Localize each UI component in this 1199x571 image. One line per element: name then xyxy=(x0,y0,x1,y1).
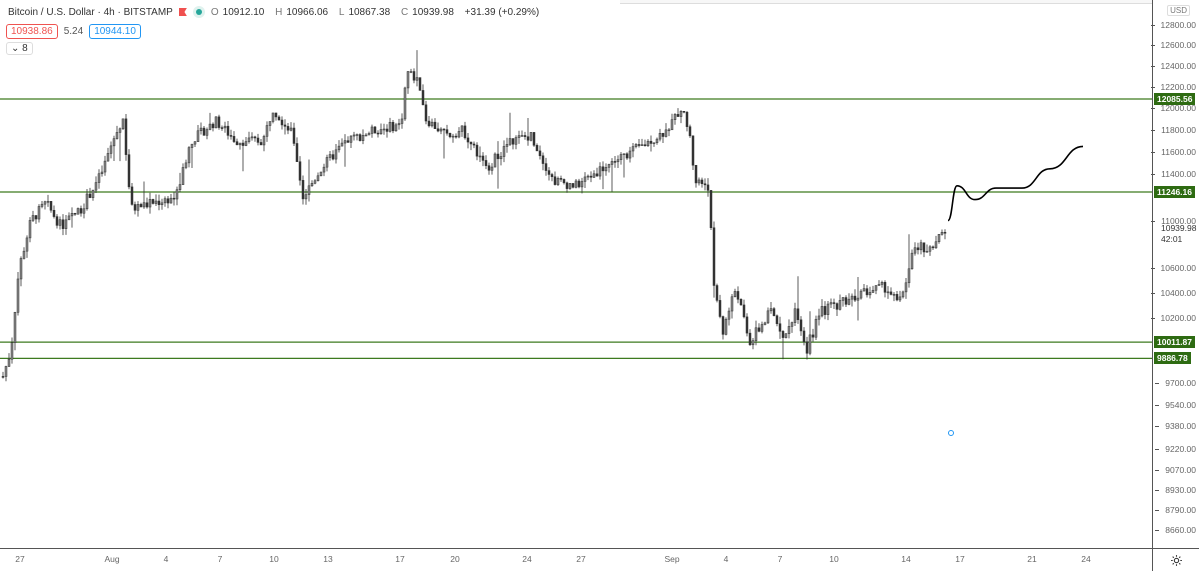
time-tick: 17 xyxy=(395,554,405,564)
bid-ask-row: 10938.86 5.24 10944.10 xyxy=(6,24,141,39)
price-tick: 9070.00 xyxy=(1155,464,1196,475)
time-axis[interactable]: 27 Aug 4 7 10 13 17 20 24 27 Sep 4 7 10 14 17 21 24 xyxy=(0,548,1152,571)
symbol-title[interactable]: Bitcoin / U.S. Dollar · 4h · BITSTAMP xyxy=(8,6,173,18)
price-tick: 9220.00 xyxy=(1155,443,1196,454)
price-tick: 12800.00 xyxy=(1150,19,1196,30)
horizontal-levels xyxy=(0,98,1152,360)
time-tick: 4 xyxy=(163,554,169,564)
time-tick: 13 xyxy=(323,554,333,564)
level-price-label: 12085.56 xyxy=(1154,93,1196,105)
price-chart-canvas[interactable] xyxy=(0,0,1152,548)
time-tick: 17 xyxy=(955,554,965,564)
flag-icon[interactable] xyxy=(178,8,187,16)
level-price-label: 10011.87 xyxy=(1154,336,1195,349)
time-tick: 7 xyxy=(777,554,783,564)
time-tick: 10 xyxy=(269,554,279,564)
candlesticks xyxy=(1,50,947,382)
top-toolbar-edge xyxy=(620,0,1160,4)
close-value: 10939.98 xyxy=(412,6,454,18)
time-tick: 10 xyxy=(829,554,839,564)
price-tick: 12200.00 xyxy=(1150,81,1196,92)
price-tick: 12600.00 xyxy=(1150,40,1196,51)
projection-path-drawing[interactable] xyxy=(947,145,1084,222)
ohlc-values: O 10912.10 H 10966.06 L 10867.38 C 10939.98 … xyxy=(210,6,540,18)
time-tick: 27 xyxy=(15,554,25,564)
low-value: 10867.38 xyxy=(348,6,391,18)
price-tick: 9540.00 xyxy=(1155,399,1196,410)
market-status-icon xyxy=(192,6,205,18)
high-value: 10966.06 xyxy=(286,6,329,18)
drawing-anchor-marker[interactable] xyxy=(948,430,954,436)
price-tick: 9380.00 xyxy=(1155,421,1196,432)
sell-price-button[interactable]: 10938.86 xyxy=(6,24,58,39)
price-tick: 10200.00 xyxy=(1150,313,1196,324)
change-value: +31.39 (+0.29%) xyxy=(464,6,540,18)
time-tick: 27 xyxy=(576,554,586,564)
price-tick: 10600.00 xyxy=(1150,263,1196,274)
time-tick: 21 xyxy=(1027,554,1037,564)
time-tick: 4 xyxy=(723,554,729,564)
time-tick: 7 xyxy=(217,554,223,564)
time-tick: Sep xyxy=(664,554,680,564)
time-tick: 20 xyxy=(450,554,460,564)
indicators-toggle-button[interactable]: ⌄ 8 xyxy=(6,42,33,55)
current-price-label: 10939.98 xyxy=(1161,222,1197,233)
time-tick: 24 xyxy=(1081,554,1091,564)
price-tick: 11400.00 xyxy=(1151,169,1196,180)
price-tick: 12400.00 xyxy=(1150,60,1196,71)
price-tick: 9700.00 xyxy=(1155,378,1196,389)
price-tick: 11000.00 xyxy=(1151,215,1196,226)
spread-value: 5.24 xyxy=(63,26,84,37)
gear-icon xyxy=(1171,554,1182,566)
price-tick: 8790.00 xyxy=(1155,505,1196,516)
level-price-label: 9886.78 xyxy=(1154,352,1191,365)
bar-countdown-label: 42:01 xyxy=(1161,233,1183,244)
chart-settings-button[interactable] xyxy=(1152,548,1199,571)
buy-price-button[interactable]: 10944.10 xyxy=(89,24,141,39)
price-tick: 8660.00 xyxy=(1155,524,1196,535)
price-tick: 12000.00 xyxy=(1150,103,1196,114)
price-tick: 10400.00 xyxy=(1150,288,1196,299)
price-axis[interactable]: USD 12800.00 12600.00 12400.00 12200.00 1200… xyxy=(1150,0,1199,548)
open-value: 10912.10 xyxy=(222,6,265,18)
currency-label[interactable]: USD xyxy=(1167,5,1190,16)
price-tick: 8930.00 xyxy=(1155,484,1196,495)
price-tick: 11800.00 xyxy=(1151,124,1196,135)
level-price-label: 11246.16 xyxy=(1154,185,1195,198)
price-tick: 11600.00 xyxy=(1151,146,1196,157)
time-tick: 14 xyxy=(901,554,911,564)
time-tick: 24 xyxy=(522,554,532,564)
time-tick: Aug xyxy=(104,554,120,564)
